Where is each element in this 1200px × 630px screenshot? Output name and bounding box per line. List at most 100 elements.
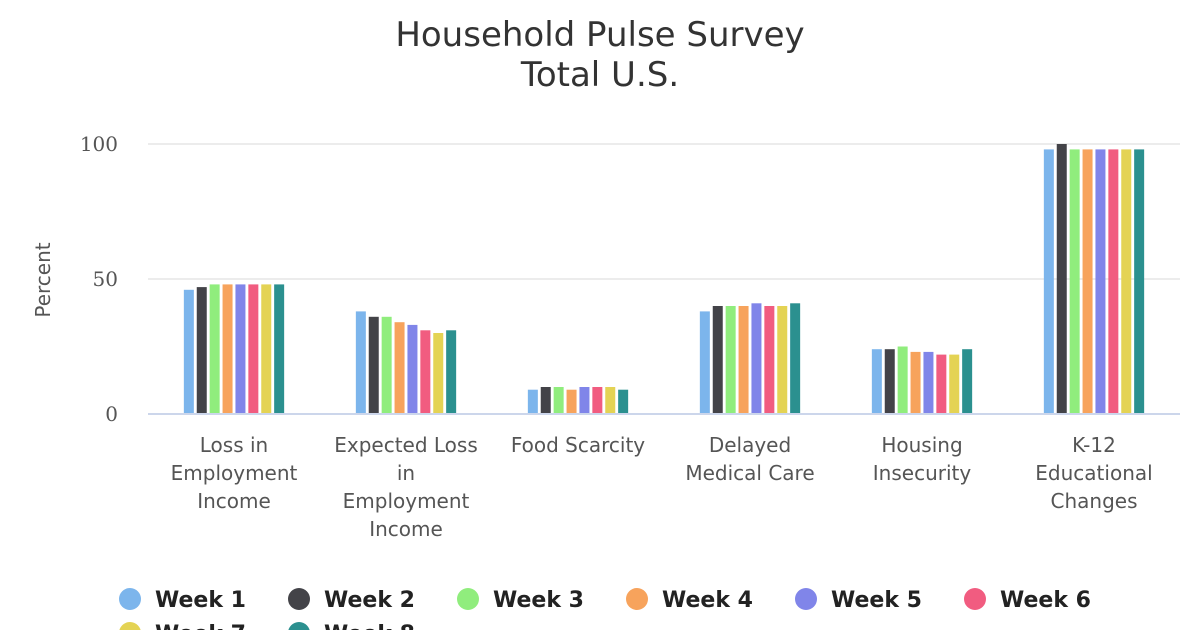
legend-label: Week 4	[662, 588, 753, 613]
bar[interactable]	[1069, 149, 1080, 414]
bar[interactable]	[1134, 149, 1145, 414]
legend-marker	[457, 588, 479, 610]
bar[interactable]	[725, 306, 736, 414]
x-tick-label: K-12	[1072, 433, 1116, 457]
bar[interactable]	[764, 306, 775, 414]
x-tick-label: Educational	[1035, 461, 1152, 485]
x-tick-label: Changes	[1051, 489, 1138, 513]
bar[interactable]	[1108, 149, 1119, 414]
bar[interactable]	[579, 387, 590, 414]
legend-marker	[119, 622, 141, 630]
bar[interactable]	[936, 354, 947, 414]
bar[interactable]	[540, 387, 551, 414]
bar[interactable]	[407, 324, 418, 414]
legend-item[interactable]: Week 5	[795, 588, 922, 613]
legend-label: Week 7	[155, 622, 246, 630]
bar[interactable]	[949, 354, 960, 414]
bar[interactable]	[1121, 149, 1132, 414]
bar[interactable]	[261, 284, 272, 414]
x-tick-label: in	[397, 461, 415, 485]
legend-item[interactable]: Week 1	[119, 588, 246, 613]
legend-label: Week 1	[155, 588, 246, 613]
bar[interactable]	[446, 330, 457, 414]
legend-marker	[288, 588, 310, 610]
bar[interactable]	[368, 316, 379, 414]
bar[interactable]	[1043, 149, 1054, 414]
bar[interactable]	[235, 284, 246, 414]
legend-item[interactable]: Week 6	[964, 588, 1091, 613]
y-tick-label: 0	[105, 402, 118, 426]
x-tick-label: Income	[197, 489, 271, 513]
x-tick-label: Expected Loss	[334, 433, 478, 457]
x-tick-label: Employment	[343, 489, 470, 513]
legend-label: Week 3	[493, 588, 584, 613]
legend-item[interactable]: Week 3	[457, 588, 584, 613]
bar[interactable]	[910, 351, 921, 414]
bar[interactable]	[355, 311, 366, 414]
y-tick-label: 100	[80, 132, 118, 156]
x-axis-labels: Loss in Employment Income Expected Loss in Em…	[171, 433, 1153, 541]
y-axis-ticks: 0 50 100	[80, 132, 118, 426]
bar[interactable]	[618, 389, 629, 414]
bar[interactable]	[196, 287, 207, 414]
bar[interactable]	[605, 387, 616, 414]
bar[interactable]	[274, 284, 285, 414]
bar[interactable]	[1082, 149, 1093, 414]
legend-item[interactable]: Week 2	[288, 588, 415, 613]
bar[interactable]	[897, 346, 908, 415]
bar[interactable]	[777, 306, 788, 414]
bar[interactable]	[790, 303, 801, 414]
legend-item[interactable]: Week 8	[288, 622, 415, 630]
x-tick-label: Employment	[171, 461, 298, 485]
x-tick-label: Delayed	[709, 433, 791, 457]
bar[interactable]	[183, 289, 194, 414]
bar[interactable]	[699, 311, 710, 414]
bars[interactable]	[183, 144, 1145, 415]
bar[interactable]	[1095, 149, 1106, 414]
bar[interactable]	[1056, 144, 1067, 414]
bar[interactable]	[381, 316, 392, 414]
legend[interactable]: Week 1 Week 2 Week 3 Week 4 Week 5 Week 6 Week…	[119, 588, 1091, 630]
legend-item[interactable]: Week 7	[119, 622, 246, 630]
x-tick-label: Medical Care	[685, 461, 814, 485]
bar[interactable]	[527, 389, 538, 414]
bar[interactable]	[420, 330, 431, 414]
bar[interactable]	[433, 333, 444, 414]
x-tick-label: Food Scarcity	[511, 433, 645, 457]
x-tick-label: Loss in	[200, 433, 268, 457]
bar[interactable]	[566, 389, 577, 414]
legend-marker	[964, 588, 986, 610]
bar[interactable]	[884, 349, 895, 414]
bar[interactable]	[962, 349, 973, 414]
bar[interactable]	[712, 306, 723, 414]
legend-marker	[626, 588, 648, 610]
y-axis-title: Percent	[31, 242, 55, 317]
legend-label: Week 5	[831, 588, 922, 613]
legend-item[interactable]: Week 4	[626, 588, 753, 613]
bar[interactable]	[553, 387, 564, 414]
bar[interactable]	[248, 284, 259, 414]
bar[interactable]	[394, 322, 405, 414]
bar[interactable]	[751, 303, 762, 414]
gridlines	[148, 143, 1180, 280]
chart-title-line: Household Pulse Survey	[395, 15, 804, 55]
bar[interactable]	[871, 349, 882, 414]
bar[interactable]	[209, 284, 220, 414]
bar[interactable]	[738, 306, 749, 414]
legend-marker	[119, 588, 141, 610]
legend-label: Week 6	[1000, 588, 1091, 613]
x-tick-label: Housing	[881, 433, 962, 457]
bar[interactable]	[923, 351, 934, 414]
legend-label: Week 2	[324, 588, 415, 613]
legend-label: Week 8	[324, 622, 415, 630]
bar[interactable]	[222, 284, 233, 414]
chart-title-line: Total U.S.	[520, 55, 679, 95]
y-tick-label: 50	[93, 267, 118, 291]
legend-marker	[795, 588, 817, 610]
x-tick-label: Insecurity	[873, 461, 972, 485]
bar[interactable]	[592, 387, 603, 414]
x-tick-label: Income	[369, 517, 443, 541]
legend-marker	[288, 622, 310, 630]
